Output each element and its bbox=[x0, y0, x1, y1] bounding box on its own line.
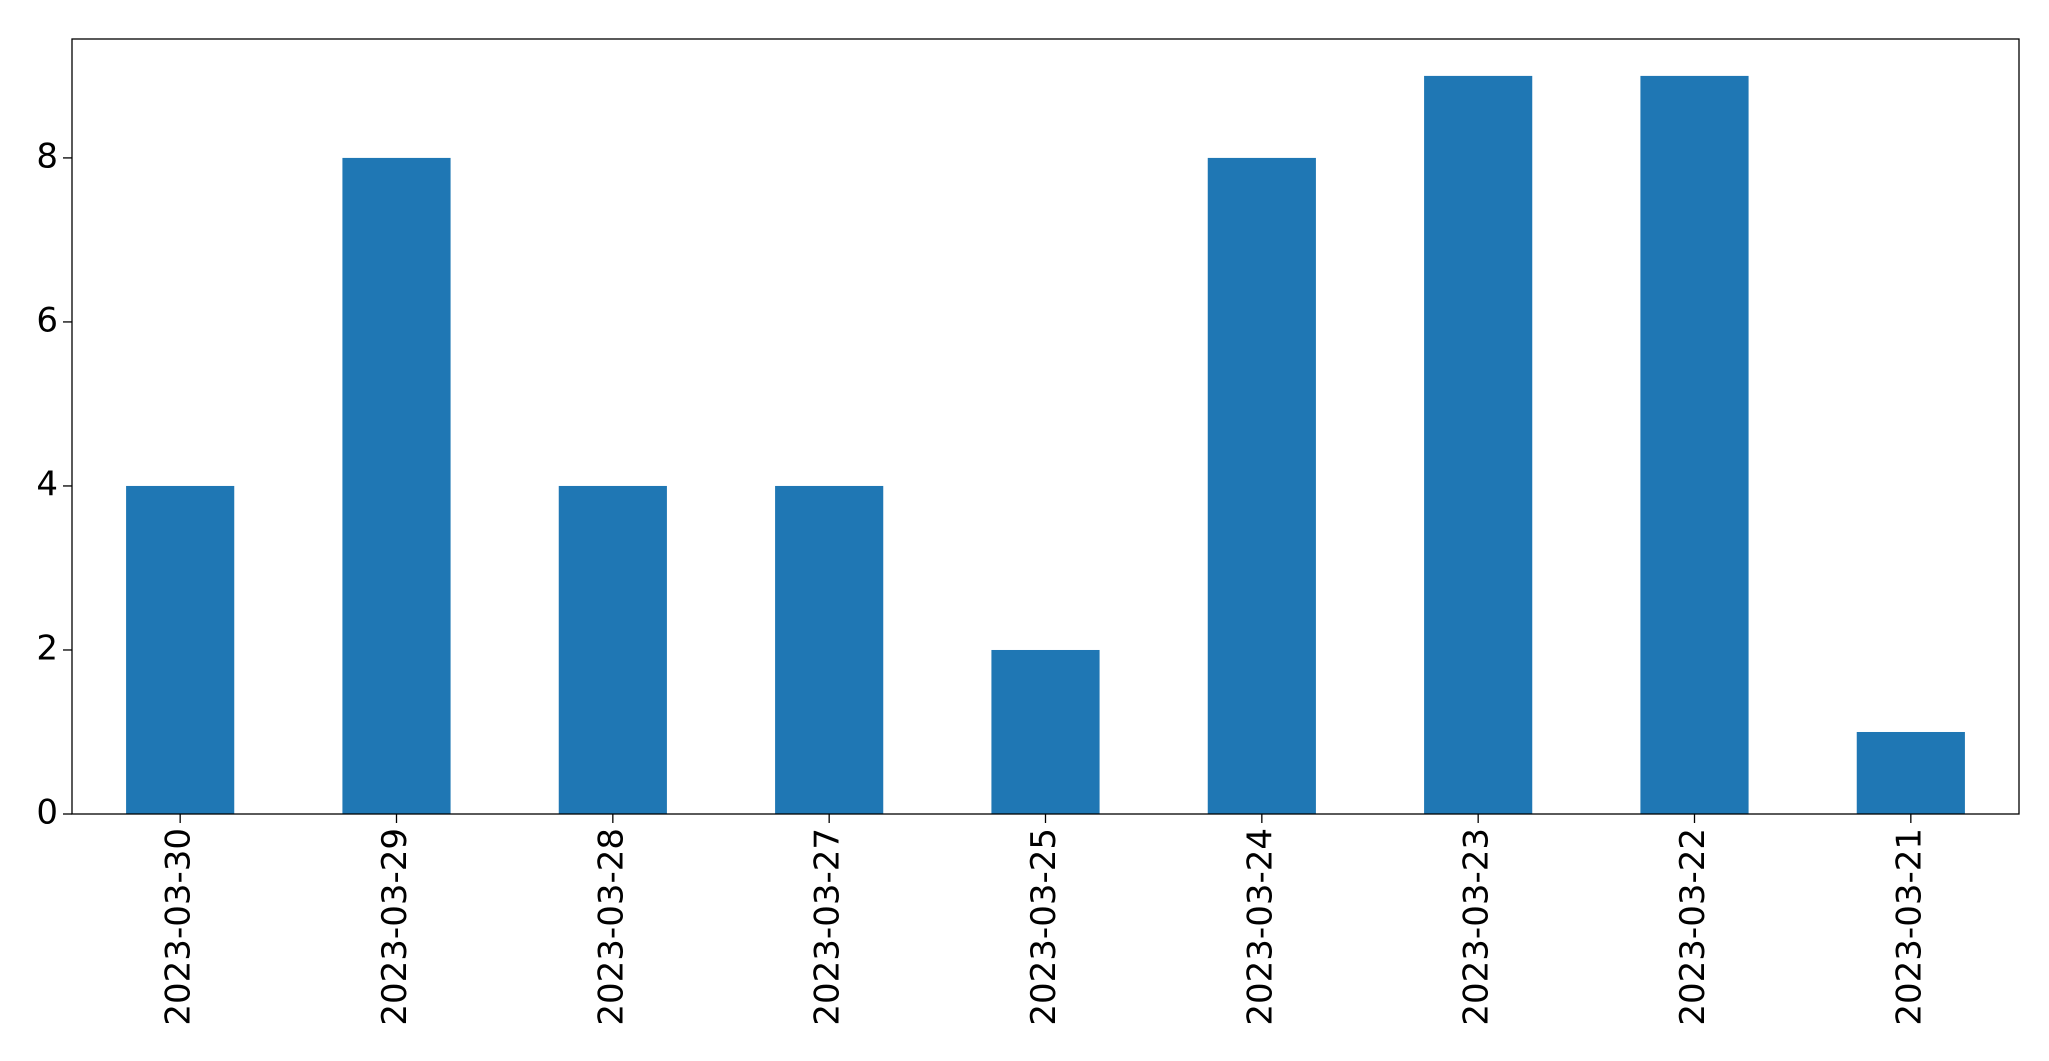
bar bbox=[342, 157, 451, 814]
y-tick-label: 8 bbox=[36, 136, 58, 176]
bar bbox=[558, 485, 667, 814]
plot-frame bbox=[71, 38, 2020, 815]
bar bbox=[1640, 75, 1749, 814]
x-tick-label: 2023-03-21 bbox=[1889, 828, 1929, 1026]
bar bbox=[126, 485, 235, 814]
x-tick-label: 2023-03-22 bbox=[1673, 828, 1713, 1026]
bar bbox=[775, 485, 884, 814]
bar bbox=[1856, 731, 1965, 814]
x-tick-label: 2023-03-27 bbox=[808, 828, 848, 1026]
x-tick-label: 2023-03-25 bbox=[1024, 828, 1064, 1026]
bar bbox=[991, 649, 1100, 814]
x-tick-label: 2023-03-23 bbox=[1457, 828, 1497, 1026]
y-tick-label: 2 bbox=[36, 628, 58, 668]
x-tick-label: 2023-03-29 bbox=[375, 828, 415, 1026]
x-tick-label: 2023-03-30 bbox=[159, 828, 199, 1026]
x-tick-label: 2023-03-24 bbox=[1240, 828, 1280, 1026]
x-tick-label: 2023-03-28 bbox=[591, 828, 631, 1026]
bar bbox=[1207, 157, 1316, 814]
bar bbox=[1424, 75, 1533, 814]
y-tick-label: 6 bbox=[36, 300, 58, 340]
y-tick-label: 0 bbox=[36, 793, 58, 833]
y-tick-label: 4 bbox=[36, 464, 58, 504]
